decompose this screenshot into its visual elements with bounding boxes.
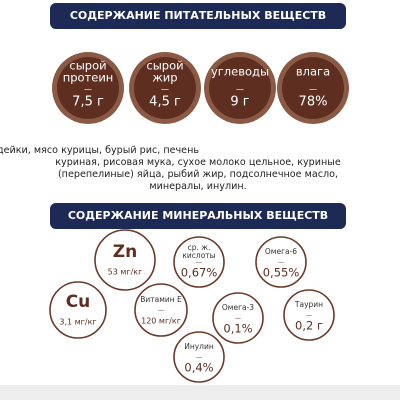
mineral-label: Омега-3 [222,303,254,312]
separator: — [306,313,312,320]
nutrient-value: 4,5 г [149,95,181,110]
nutrient-label: жир [152,71,177,85]
mineral-circle [173,331,225,383]
composition-line: Состав:мясо индейки, мясо курицы, бурый … [0,145,199,156]
nutrient-label: влага [296,65,330,79]
mineral-label: ср. ж. [188,243,211,252]
composition-line: минералы, инулин. [149,181,246,192]
separator: — [278,260,284,267]
mineral-circle [255,236,307,288]
mineral-value: 0,55% [263,266,300,280]
composition-text: мясо индейки, мясо курицы, бурый рис, пе… [0,145,199,156]
separator: — [309,85,317,94]
mineral-value: 120 мг/кг [141,317,181,326]
mineral-circle [94,229,156,291]
nutrient-label: протеин [63,71,114,85]
separator: — [158,308,164,315]
separator: — [235,316,241,323]
nutrient-circle [282,57,344,119]
minerals-title: СОДЕРЖАНИЕ МИНЕРАЛЬНЫХ ВЕЩЕСТВ [68,209,328,222]
mineral-circle [49,281,107,339]
nutrient-label: углеводы [211,65,269,79]
composition-line: (перепелиные) яйца, рыбий жир, подсолнеч… [58,169,338,180]
separator: — [84,85,92,94]
mineral-label: Таурин [294,300,323,309]
nutrient-circle [134,57,196,119]
nutrient-value: 78% [299,95,328,110]
mineral-circle [134,283,188,337]
separator: — [161,85,169,94]
mineral-circle [173,236,225,288]
mineral-label: кислоты [182,251,215,260]
mineral-value: 53 мг/кг [108,268,143,277]
mineral-label: Zn [113,242,137,262]
composition-line: куриная, рисовая мука, сухое молоко цель… [55,157,341,168]
footer-band [0,385,400,400]
composition: Состав:мясо индейки, мясо курицы, бурый … [0,145,341,192]
mineral-value: 3,1 мг/кг [59,318,96,327]
mineral-value: 0,4% [184,361,213,375]
nutrient-value: 9 г [230,95,249,110]
nutrient-circle [57,57,119,119]
nutrient-value: 7,5 г [72,95,104,110]
mineral-label: Омега-6 [265,247,297,256]
nutrient-label: сырой [146,59,183,73]
mineral-value: 0,1% [223,322,252,336]
header-banner [50,203,346,229]
mineral-circle [212,292,264,344]
mineral-circle [283,289,335,341]
header-banner [50,3,346,29]
mineral-label: Витамин Е [140,295,182,304]
separator: — [196,260,202,267]
separator: — [236,85,244,94]
mineral-value: 0,67% [181,266,218,280]
mineral-label: Инулин [184,342,214,351]
nutrient-circle [209,57,271,119]
header-title: СОДЕРЖАНИЕ ПИТАТЕЛЬНЫХ ВЕЩЕСТВ [70,9,326,22]
separator: — [196,355,202,362]
mineral-label: Cu [66,292,91,312]
nutrient-label: сырой [69,59,106,73]
mineral-value: 0,2 г [295,319,323,333]
